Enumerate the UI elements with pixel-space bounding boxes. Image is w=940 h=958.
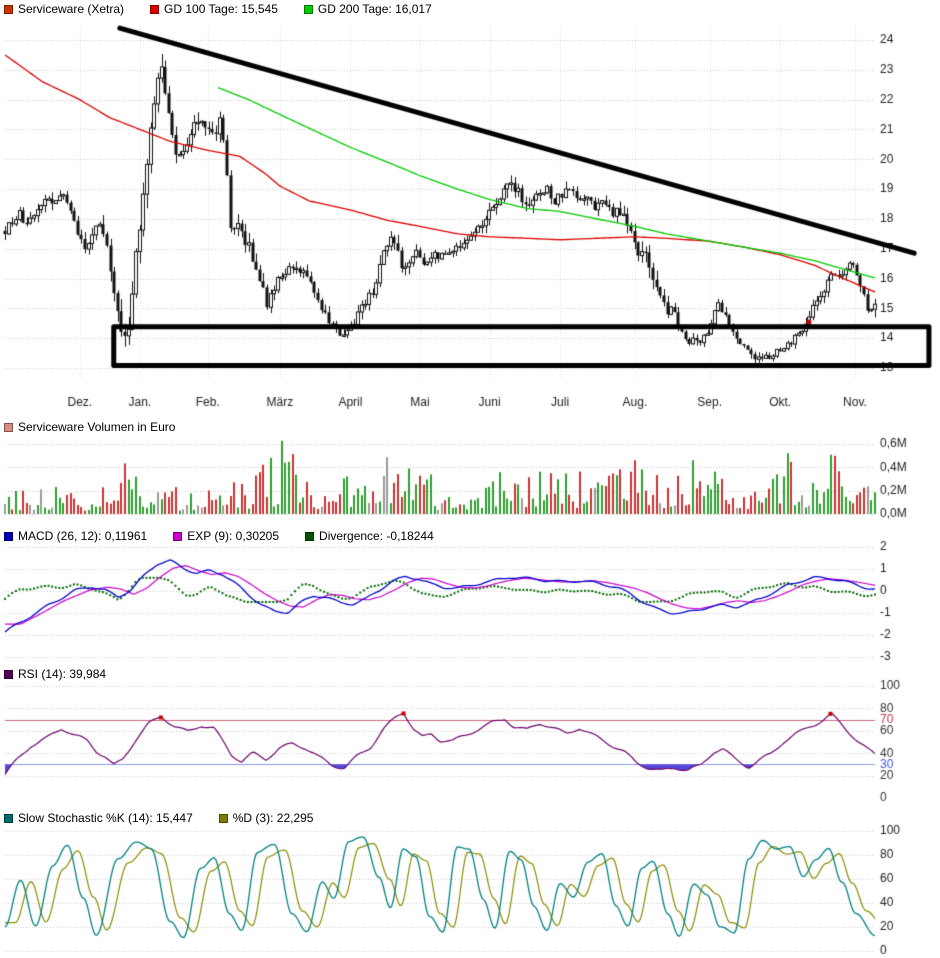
legend-item-gd200: GD 200 Tage: 16,017 [303, 2, 432, 16]
price-legend: Serviceware (Xetra) GD 100 Tage: 15,545 … [4, 2, 432, 16]
rsi-chart-canvas[interactable] [0, 678, 940, 802]
series-label: RSI (14): 39,984 [18, 667, 107, 681]
series-label: GD 200 Tage: 16,017 [317, 2, 432, 16]
stochastic-panel: Slow Stochastic %K (14): 15,447 %D (3): … [0, 810, 940, 958]
series-color-swatch [4, 813, 13, 823]
legend-item-stoch-d: %D (3): 22,295 [218, 811, 314, 825]
series-color-swatch [218, 813, 228, 823]
price-panel: Serviceware (Xetra) GD 100 Tage: 15,545 … [0, 0, 940, 419]
series-label: Serviceware (Xetra) [18, 2, 125, 16]
series-label: GD 100 Tage: 15,545 [164, 2, 278, 16]
macd-chart-canvas[interactable] [0, 540, 940, 662]
series-label: EXP (9): 0,30205 [187, 529, 280, 543]
macd-legend: MACD (26, 12): 0,11961 EXP (9): 0,30205 … [4, 529, 434, 543]
legend-item-gd100: GD 100 Tage: 15,545 [150, 2, 278, 16]
series-color-swatch [303, 4, 313, 14]
series-label: Slow Stochastic %K (14): 15,447 [18, 811, 193, 825]
macd-panel: MACD (26, 12): 0,11961 EXP (9): 0,30205 … [0, 528, 940, 666]
legend-item-stoch-k: Slow Stochastic %K (14): 15,447 [4, 811, 193, 825]
stochastic-chart-canvas[interactable] [0, 824, 940, 956]
legend-item-serviceware: Serviceware (Xetra) [4, 2, 124, 16]
volume-panel: Serviceware Volumen in Euro [0, 419, 940, 528]
series-label: %D (3): 22,295 [232, 811, 314, 825]
price-chart-canvas[interactable] [0, 18, 940, 418]
stochastic-legend: Slow Stochastic %K (14): 15,447 %D (3): … [4, 811, 313, 825]
rsi-panel: RSI (14): 39,984 [0, 666, 940, 810]
series-color-swatch [4, 4, 13, 14]
series-label: MACD (26, 12): 0,11961 [18, 529, 148, 543]
series-label: Divergence: -0,18244 [319, 529, 434, 543]
series-color-swatch [150, 4, 160, 14]
volume-chart-canvas[interactable] [0, 430, 940, 525]
